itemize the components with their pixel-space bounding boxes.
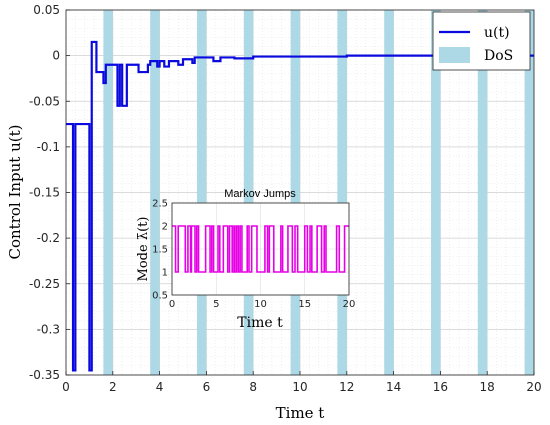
main-y-ticks: 0.05 0 -0.05 -0.1 -0.15 -0.2 -0.25 -0.3 -0.35 [29,3,70,382]
inset-ylabel: Mode λ̄(t) [136,217,151,282]
y-tick-label: -0.3 [37,322,60,336]
dos-band [103,10,113,375]
y-tick-label: 0 [52,49,60,63]
x-tick-label: 4 [156,380,164,394]
x-tick-label: 20 [526,380,541,394]
y-tick-label: -0.1 [37,140,60,154]
inset-y-tick-label: 2.5 [152,199,168,210]
inset-y-tick-label: 2 [162,222,168,233]
dos-band [243,10,254,375]
inset-x-ticks: 0 5 10 15 20 [169,299,356,310]
dos-band [290,10,300,375]
inset-plot-frame [171,202,350,296]
x-tick-label: 14 [386,380,401,394]
markov-inset: 0 5 10 15 20 2.5 2 1.5 1 0.5 Markov Jumps Time t… [136,188,355,331]
y-tick-label: -0.15 [29,186,60,200]
inset-title: Markov Jumps [224,188,296,200]
dos-band [150,10,160,375]
main-ylabel: Control Input u(t) [6,125,24,260]
inset-xlabel: Time t [237,315,283,331]
dos-band [197,10,207,375]
y-tick-label: -0.05 [29,94,60,108]
y-tick-label: -0.25 [29,277,60,291]
x-tick-label: 8 [249,380,257,394]
inset-y-tick-label: 1 [162,268,168,279]
legend-dos-swatch [439,47,470,63]
x-tick-label: 0 [62,380,70,394]
inset-x-tick-label: 15 [298,299,311,310]
dos-band [431,10,441,375]
inset-y-tick-label: 1.5 [152,245,168,256]
y-tick-label: -0.2 [37,231,60,245]
y-tick-label: 0.05 [33,3,60,17]
inset-x-tick-label: 10 [254,299,267,310]
legend: u(t) DoS [432,11,531,71]
main-xlabel: Time t [276,404,325,422]
markov-jump-line [172,225,349,273]
y-tick-label: -0.35 [29,368,60,382]
inset-x-tick-label: 0 [169,299,175,310]
dos-band [384,10,394,375]
legend-label-dos: DoS [484,48,513,64]
dos-band [337,10,347,375]
x-tick-label: 2 [109,380,117,394]
dos-band [477,10,488,375]
inset-x-tick-label: 5 [213,299,219,310]
inset-y-ticks: 2.5 2 1.5 1 0.5 [152,199,168,302]
x-tick-label: 10 [292,380,307,394]
inset-x-tick-label: 20 [343,299,356,310]
x-tick-label: 12 [339,380,354,394]
x-tick-label: 18 [480,380,495,394]
x-tick-label: 16 [433,380,448,394]
main-x-ticks: 0 2 4 6 8 10 12 14 16 18 20 [62,371,542,394]
legend-label-u: u(t) [484,25,510,41]
x-tick-label: 6 [203,380,211,394]
dos-band [524,10,534,375]
inset-y-tick-label: 0.5 [152,291,168,302]
control-input-line [66,40,534,372]
dos-bands [103,10,534,375]
